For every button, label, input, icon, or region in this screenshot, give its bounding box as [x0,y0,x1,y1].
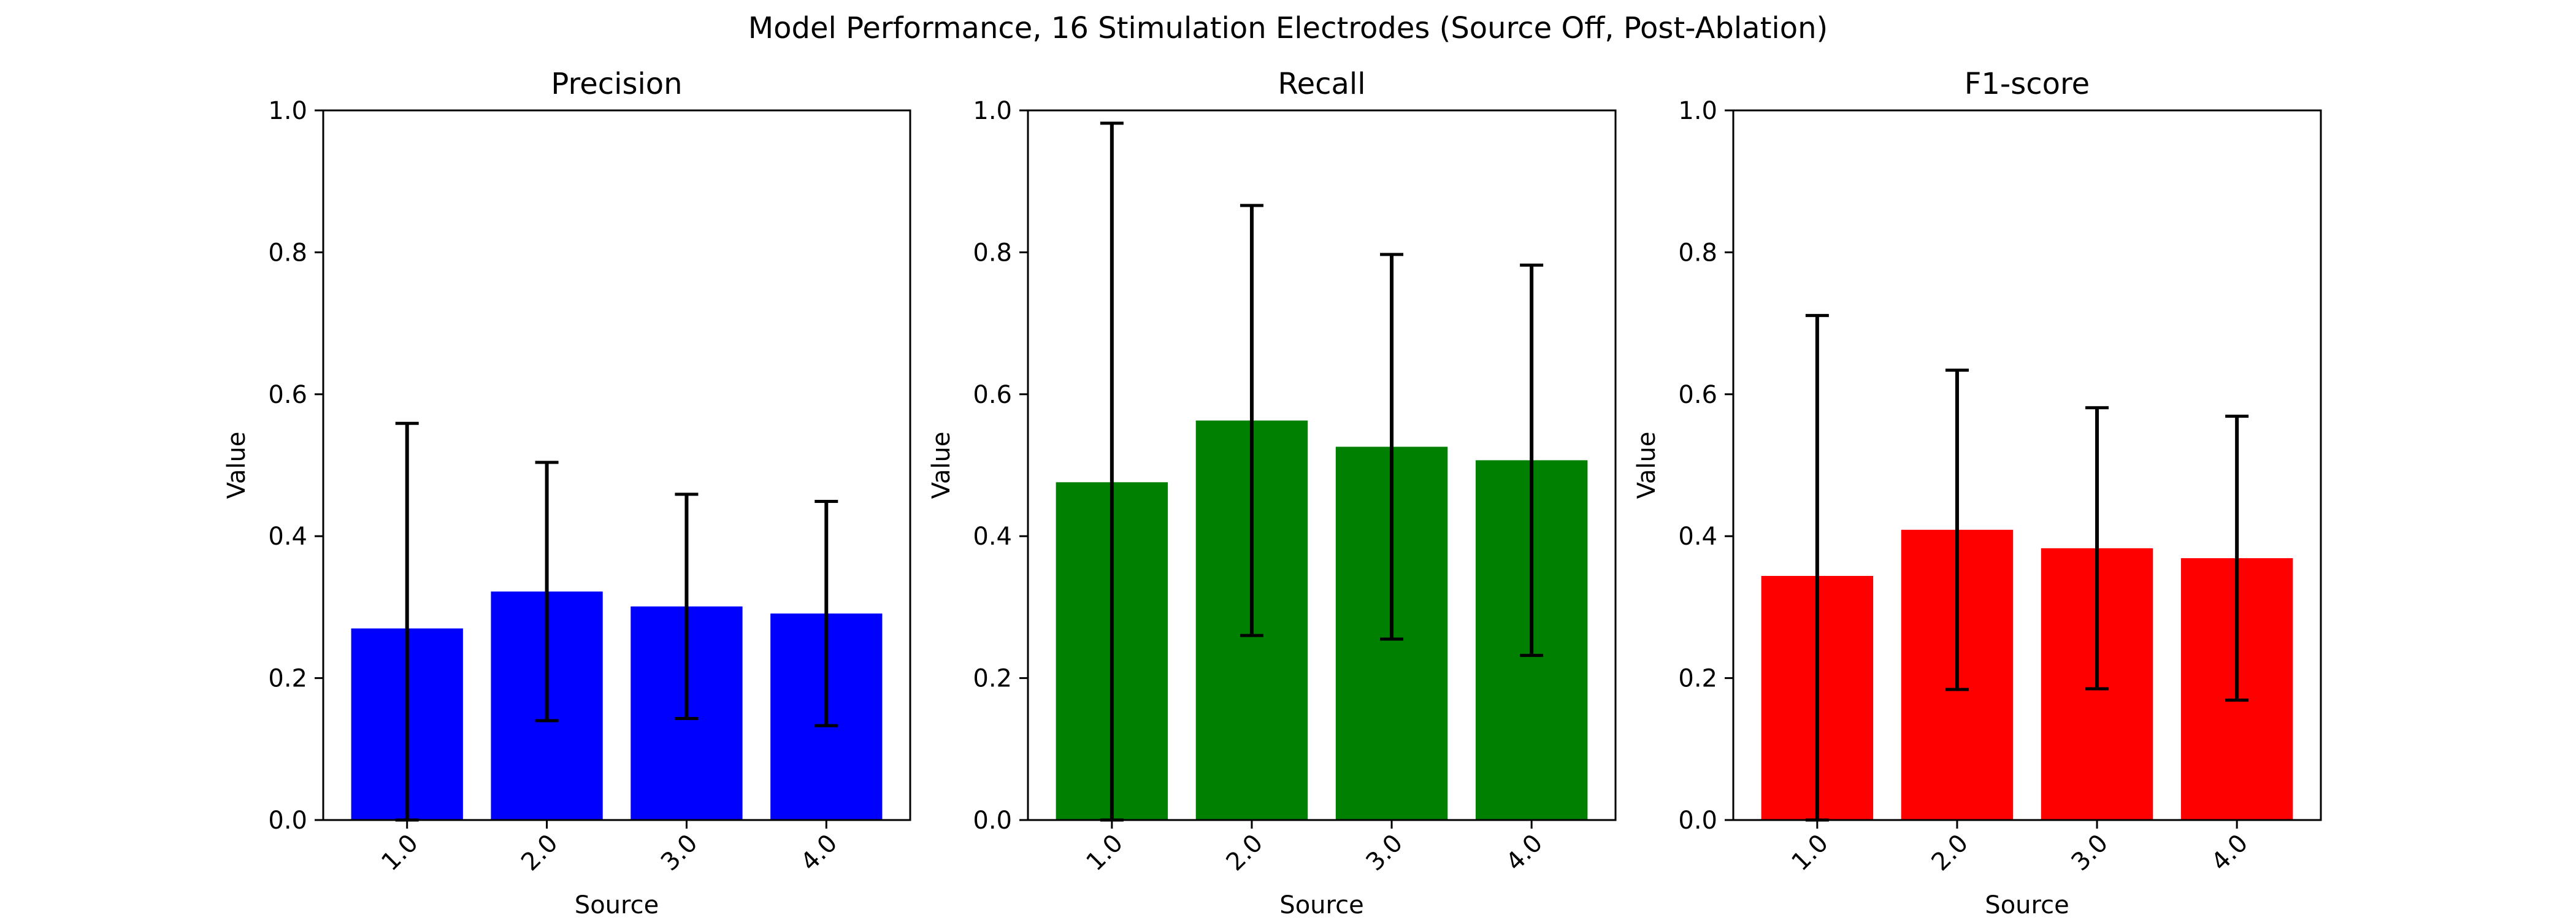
chart-panel-2: 0.0 0.2 0.4 0.6 0.8 1.0 1.0 2.0 3.0 4.0 Recall Sour… [927,67,1617,919]
x-axis-label: Source [1985,891,2069,919]
x-axis-label: Source [1279,891,1363,919]
y-tick-label: 1.0 [268,97,307,125]
y-tick-label: 0.4 [1678,523,1717,551]
error-bar [2085,406,2109,691]
chart-panel-1: 0.0 0.2 0.4 0.6 0.8 1.0 1.0 2.0 3.0 4.0 Precision S… [223,67,911,919]
x-tick-label: 1.0 [1786,829,1834,877]
y-tick-label: 0.0 [1678,807,1717,835]
error-bar [815,500,838,727]
y-tick-label: 0.4 [973,523,1012,551]
error-bar [1380,253,1404,641]
x-tick-label: 2.0 [1221,829,1269,877]
y-tick-label: 0.4 [268,523,307,551]
y-tick-label: 0.0 [973,807,1012,835]
y-axis-label: Value [1633,432,1661,499]
x-tick-label: 1.0 [376,829,424,877]
error-bar [1240,204,1263,637]
x-tick-label: 2.0 [1926,829,1974,877]
error-bar [1520,263,1544,657]
y-tick-label: 1.0 [1678,97,1717,125]
axes-frame [322,109,911,821]
axes-frame [1027,109,1617,821]
y-tick-label: 1.0 [973,97,1012,125]
x-tick-label: 3.0 [1361,829,1409,877]
panel-title: F1-score [1965,67,2090,101]
x-tick-label: 3.0 [2066,829,2114,877]
y-axis-label: Value [927,432,956,499]
x-tick-label: 2.0 [516,829,564,877]
y-tick-label: 0.8 [973,239,1012,267]
panel-title: Precision [551,67,682,101]
y-tick-label: 0.0 [268,807,307,835]
error-bar [675,493,699,721]
y-tick-label: 0.2 [1678,665,1717,693]
panel-title: Recall [1278,67,1365,101]
x-tick-label: 1.0 [1081,829,1129,877]
y-tick-label: 0.8 [268,239,307,267]
axes-frame [1732,109,2322,821]
chart-panels: 0.0 0.2 0.4 0.6 0.8 1.0 1.0 2.0 3.0 4.0 Precision S… [223,67,2322,919]
x-tick-label: 3.0 [656,829,703,877]
error-bar [535,461,559,723]
error-bar [2225,415,2249,702]
y-tick-label: 0.8 [1678,239,1717,267]
y-tick-label: 0.6 [1678,381,1717,409]
error-bar [1945,368,1969,691]
y-tick-label: 0.2 [268,665,307,693]
y-tick-label: 0.6 [973,381,1012,409]
figure-title: Model Performance, 16 Stimulation Electr… [748,11,1828,45]
x-tick-label: 4.0 [2206,829,2254,877]
y-tick-label: 0.6 [268,381,307,409]
x-tick-label: 4.0 [795,829,843,877]
x-axis-label: Source [575,891,659,919]
y-axis-label: Value [223,432,251,499]
y-tick-label: 0.2 [973,665,1012,693]
x-tick-label: 4.0 [1501,829,1549,877]
chart-panel-3: 0.0 0.2 0.4 0.6 0.8 1.0 1.0 2.0 3.0 4.0 F1-score So… [1633,67,2322,919]
